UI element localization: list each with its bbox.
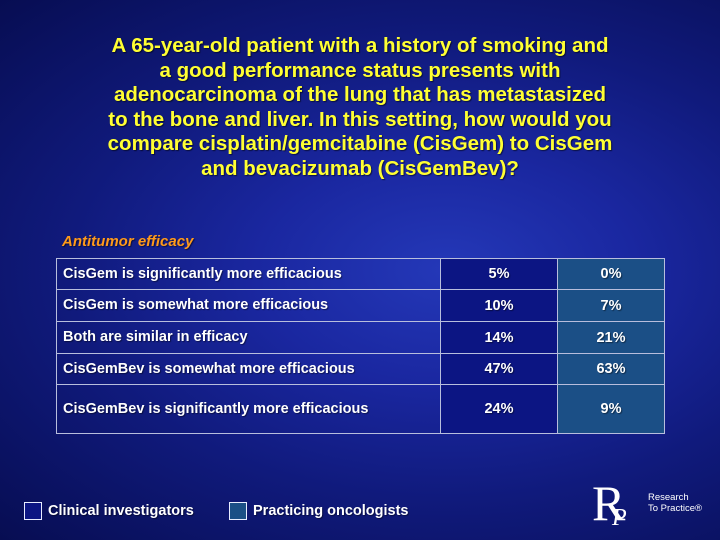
table-row: Both are similar in efficacy 14% 21% <box>56 321 665 354</box>
logo-letter-r: R <box>592 475 626 531</box>
clinical-investigators-value: 14% <box>440 321 558 354</box>
logo-line-1: Research <box>648 492 689 503</box>
practicing-oncologists-value: 0% <box>557 258 665 290</box>
row-label: CisGemBev is somewhat more efficacious <box>56 353 441 385</box>
slide-title: A 65-year-old patient with a history of … <box>40 34 680 181</box>
legend-clinical-investigators: Clinical investigators <box>24 502 194 520</box>
logo-letter-p: P <box>612 505 627 531</box>
title-line: adenocarcinoma of the lung that has meta… <box>113 83 607 106</box>
practicing-oncologists-value: 9% <box>557 384 665 434</box>
table-row: CisGemBev is somewhat more efficacious 4… <box>56 353 665 385</box>
table-row: CisGem is significantly more efficacious… <box>56 258 665 290</box>
table-row: CisGem is somewhat more efficacious 10% … <box>56 289 665 322</box>
logo-line-2: To Practice® <box>648 503 702 514</box>
legend-label: Clinical investigators <box>48 503 194 519</box>
table-row: CisGemBev is significantly more efficaci… <box>56 384 665 434</box>
research-to-practice-logo: R P Research To Practice® <box>592 478 710 534</box>
practicing-oncologists-value: 21% <box>557 321 665 354</box>
practicing-oncologists-value: 63% <box>557 353 665 385</box>
legend-practicing-oncologists: Practicing oncologists <box>229 502 409 520</box>
row-label: CisGem is somewhat more efficacious <box>56 289 441 322</box>
clinical-investigators-value: 47% <box>440 353 558 385</box>
title-line: A 65-year-old patient with a history of … <box>111 34 609 57</box>
title-line: a good performance status presents with <box>159 58 561 82</box>
row-label: CisGemBev is significantly more efficaci… <box>56 384 441 434</box>
title-line: compare cisplatin/gemcitabine (CisGem) t… <box>107 132 613 155</box>
legend-swatch <box>229 502 247 520</box>
title-line: and bevacizumab (CisGemBev)? <box>201 156 519 180</box>
practicing-oncologists-value: 7% <box>557 289 665 322</box>
clinical-investigators-value: 5% <box>440 258 558 290</box>
results-table: CisGem is significantly more efficacious… <box>56 258 665 434</box>
section-label: Antitumor efficacy <box>62 233 194 250</box>
clinical-investigators-value: 24% <box>440 384 558 434</box>
row-label: Both are similar in efficacy <box>56 321 441 354</box>
title-line: to the bone and liver. In this setting, … <box>108 107 612 131</box>
row-label: CisGem is significantly more efficacious <box>56 258 441 290</box>
logo-text: Research To Practice® <box>648 492 702 514</box>
clinical-investigators-value: 10% <box>440 289 558 322</box>
legend-swatch <box>24 502 42 520</box>
legend-label: Practicing oncologists <box>253 503 409 519</box>
